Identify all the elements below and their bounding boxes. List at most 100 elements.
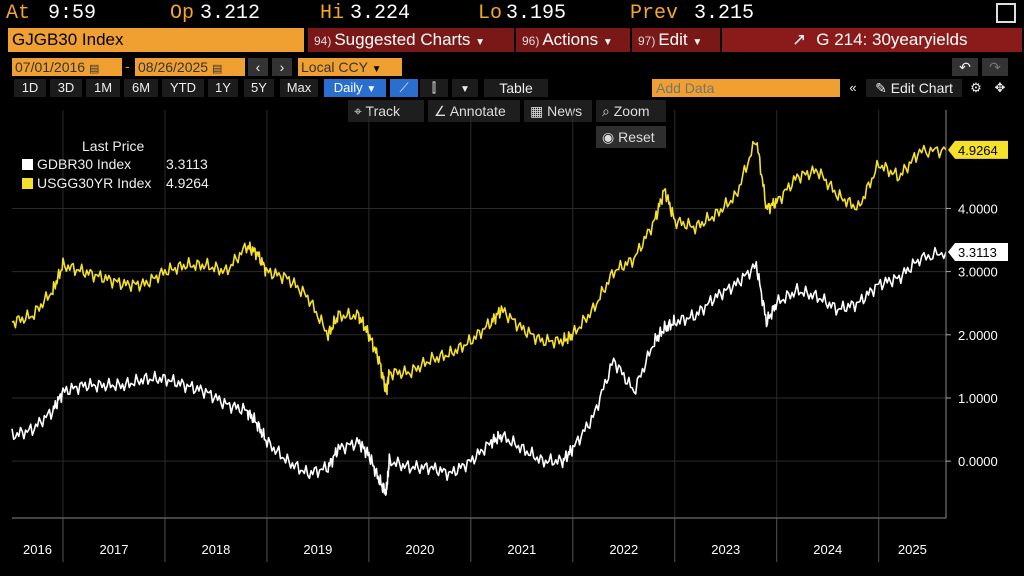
legend-series-value: 3.3113: [166, 156, 208, 172]
legend-row-usgg30yr: USGG30YR Index 4.9264: [22, 175, 209, 191]
range-1d[interactable]: 1D: [14, 79, 46, 97]
at-value: 9:59: [48, 2, 97, 25]
actions-menu[interactable]: 96) Actions ▼: [516, 28, 630, 52]
y-tick-label: 1.0000: [958, 391, 998, 406]
edit-chart-button[interactable]: ✎ Edit Chart: [866, 79, 962, 97]
news-tool[interactable]: ▦ News: [524, 100, 592, 122]
export-icon: ↗: [792, 30, 807, 49]
currency-select[interactable]: Local CCY ▼: [298, 58, 402, 76]
hi-value: 3.224: [350, 2, 411, 25]
quote-bar: At 9:59 Op 3.212 Hi 3.224 Lo 3.195 Prev …: [0, 0, 1024, 28]
x-tick-label: 2019: [303, 542, 332, 557]
y-tick-label: 3.0000: [958, 265, 998, 280]
edit-chart-label: Edit Chart: [890, 80, 953, 96]
at-label: At: [6, 2, 31, 25]
dropdown-arrow-icon: ▼: [602, 37, 613, 48]
chart-name-box[interactable]: ↗ G 214: 30yearyields: [722, 28, 1022, 52]
chart-name: G 214: 30yearyields: [816, 30, 968, 49]
x-tick-label: 2023: [711, 542, 740, 557]
y-tick-label: 2.0000: [958, 328, 998, 343]
range-1m[interactable]: 1M: [86, 79, 120, 97]
x-tick-label: 2025: [898, 542, 927, 557]
x-tick-label: 2021: [507, 542, 536, 557]
legend-row-gdbr30: GDBR30 Index 3.3113: [22, 156, 208, 172]
lo-label: Lo: [478, 2, 503, 25]
settings-gear-icon[interactable]: ⚙: [966, 79, 986, 97]
x-axis: 2016 2017 2018 2019 2020 2021 2022 2023 2024 2025: [12, 517, 946, 562]
news-label: News: [547, 103, 583, 119]
series-line-usgg30yr: [11, 140, 947, 396]
prev-value: 3.215: [694, 2, 755, 25]
legend-swatch: [22, 159, 33, 170]
legend-swatch: [22, 178, 33, 189]
undo-button[interactable]: ↶: [952, 58, 978, 76]
security-field[interactable]: GJGB30 Index: [8, 28, 304, 52]
chart-series: [11, 140, 947, 497]
annotate-label: Annotate: [449, 103, 506, 119]
start-date-input[interactable]: 07/01/2016 ▤: [12, 58, 122, 76]
currency-value: Local CCY: [301, 59, 368, 75]
chart-grid: [12, 110, 946, 518]
range-5y[interactable]: 5Y: [244, 79, 274, 97]
series-line-gdbr30: [11, 246, 947, 497]
y-tick-label: 0.0000: [958, 454, 998, 469]
end-date: 08/26/2025: [138, 59, 209, 75]
dropdown-arrow-icon: ▼: [366, 84, 377, 95]
legend-series-name: USGG30YR Index: [37, 175, 152, 191]
x-tick-label: 2020: [405, 542, 434, 557]
dropdown-arrow-icon: ▼: [371, 64, 382, 75]
range-1y[interactable]: 1Y: [208, 79, 238, 97]
start-date: 07/01/2016: [15, 59, 86, 75]
last-value-label: 4.9264: [958, 143, 998, 158]
collapse-icon[interactable]: «: [844, 79, 862, 97]
range-ytd[interactable]: YTD: [162, 79, 204, 97]
range-3d[interactable]: 3D: [50, 79, 82, 97]
calendar-icon: ▤: [88, 63, 100, 75]
line-chart-icon[interactable]: ⟋: [390, 79, 418, 97]
add-data-input[interactable]: [652, 79, 840, 97]
frequency-select[interactable]: Daily ▼: [324, 79, 386, 97]
bar-chart-icon[interactable]: ⫿: [420, 79, 448, 97]
last-value-marker: [948, 140, 1008, 159]
fullscreen-icon[interactable]: [996, 3, 1016, 23]
y-axis: 0.0000 1.0000 2.0000 3.0000 4.0000 4.9264 3.31…: [945, 110, 1008, 518]
op-value: 3.212: [200, 2, 261, 25]
command-bar: GJGB30 Index 94) Suggested Charts ▼ 96) Ac…: [0, 28, 1024, 52]
dropdown-arrow-icon: ▼: [460, 84, 470, 95]
news-icon: ▦: [530, 103, 544, 119]
legend-title: Last Price: [82, 138, 145, 154]
crosshair-icon: ⌖: [354, 103, 362, 119]
last-value-label: 3.3113: [958, 245, 997, 260]
annotate-tool[interactable]: ∠ Annotate: [428, 100, 520, 122]
reset-button[interactable]: ◉ Reset: [596, 126, 666, 148]
legend-series-value: 4.9264: [166, 175, 209, 191]
crosshair-icon[interactable]: ✥: [990, 79, 1010, 97]
edit-menu[interactable]: 97) Edit ▼: [632, 28, 720, 52]
track-tool[interactable]: ⌖ Track: [348, 100, 424, 122]
end-date-input[interactable]: 08/26/2025 ▤: [135, 58, 245, 76]
frequency-value: Daily: [333, 80, 363, 95]
x-tick-label: 2018: [201, 542, 230, 557]
edit-label: Edit: [658, 30, 688, 49]
actions-label: Actions: [542, 30, 599, 49]
range-max[interactable]: Max: [280, 79, 318, 97]
date-separator: -: [125, 58, 130, 74]
suggested-label: Suggested Charts: [334, 30, 471, 49]
track-label: Track: [365, 103, 401, 119]
prev-period-button[interactable]: ‹: [248, 58, 268, 76]
next-period-button[interactable]: ›: [272, 58, 292, 76]
zoom-label: Zoom: [613, 103, 650, 119]
redo-button[interactable]: ↷: [982, 58, 1008, 76]
table-button[interactable]: Table: [484, 79, 548, 97]
lo-value: 3.195: [506, 2, 567, 25]
reset-label: Reset: [618, 129, 655, 145]
pencil-icon: ✎: [875, 80, 887, 96]
chart-type-dropdown[interactable]: ▼: [452, 79, 478, 97]
range-bar: 1D 3D 1M 6M YTD 1Y 5Y Max Daily ▼ ⟋ ⫿ ▼ …: [0, 78, 1024, 98]
x-tick-label: 2017: [100, 542, 129, 557]
zoom-tool[interactable]: ⌕ Zoom: [596, 100, 666, 122]
range-6m[interactable]: 6M: [124, 79, 158, 97]
suggested-num: 94): [314, 34, 332, 48]
suggested-charts-menu[interactable]: 94) Suggested Charts ▼: [308, 28, 514, 52]
